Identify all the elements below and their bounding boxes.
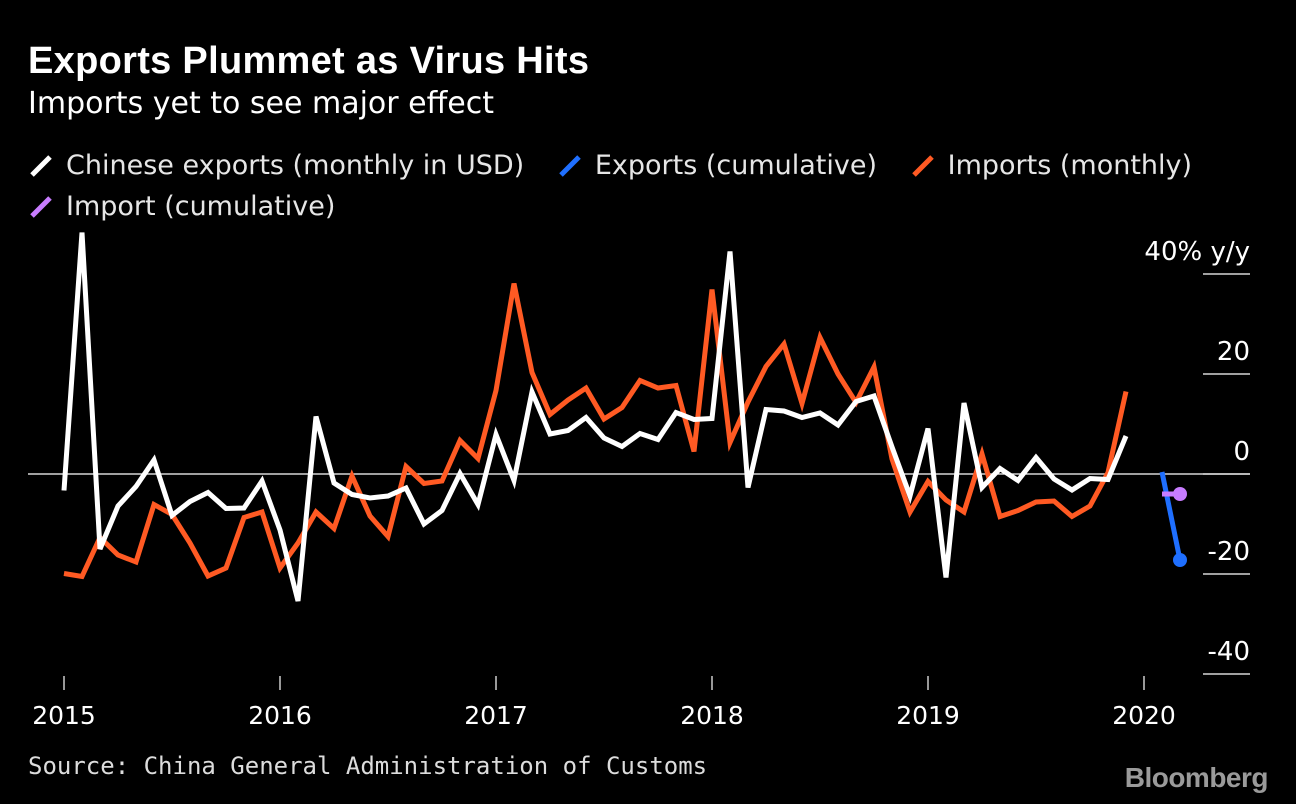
y-tick-label-3: -20 <box>1208 537 1250 567</box>
y-tick-label-1: 20 <box>1217 337 1250 367</box>
legend-label-exports-monthly: Chinese exports (monthly in USD) <box>66 150 525 181</box>
series-line-0 <box>61 232 1129 602</box>
series-line-2 <box>63 283 1129 580</box>
chart-title: Exports Plummet as Virus Hits <box>28 40 590 82</box>
legend-item-imports-monthly: Imports (monthly) <box>910 148 1192 184</box>
x-tick-label-5: 2020 <box>1112 701 1176 730</box>
x-tick-label-4: 2019 <box>896 701 960 730</box>
legend-label-imports-monthly: Imports (monthly) <box>947 150 1193 181</box>
legend-swatch-imports-monthly-icon <box>911 155 934 177</box>
legend-item-exports-cumulative: Exports (cumulative) <box>557 148 877 184</box>
legend-swatch-exports-monthly-icon <box>30 155 52 177</box>
legend-swatch-exports-cumulative-icon <box>559 155 581 177</box>
x-tick-label-2: 2017 <box>464 701 528 730</box>
series-end-point-1 <box>1173 553 1187 567</box>
source-note: Source: China General Administration of … <box>28 752 708 780</box>
legend-item-imports-cumulative: Import (cumulative) <box>28 189 335 225</box>
series-end-point-3 <box>1173 487 1187 501</box>
y-tick-label-2: 0 <box>1233 437 1250 467</box>
legend-label-imports-cumulative: Import (cumulative) <box>66 191 336 222</box>
bloomberg-logo: Bloomberg <box>1124 762 1269 793</box>
x-tick-label-3: 2018 <box>680 701 744 730</box>
chart-subtitle: Imports yet to see major effect <box>28 86 494 121</box>
legend-item-exports-monthly: Chinese exports (monthly in USD) <box>28 148 524 184</box>
y-tick-label-0: 40% y/y <box>1144 237 1250 267</box>
y-tick-label-4: -40 <box>1208 637 1250 667</box>
x-tick-label-1: 2016 <box>248 701 312 730</box>
legend-swatch-imports-cumulative-icon <box>30 196 52 218</box>
chart-legend: Chinese exports (monthly in USD) Exports… <box>28 148 1268 230</box>
series-line-1 <box>1159 471 1183 561</box>
x-tick-label-0: 2015 <box>32 701 96 730</box>
legend-label-exports-cumulative: Exports (cumulative) <box>594 150 878 181</box>
